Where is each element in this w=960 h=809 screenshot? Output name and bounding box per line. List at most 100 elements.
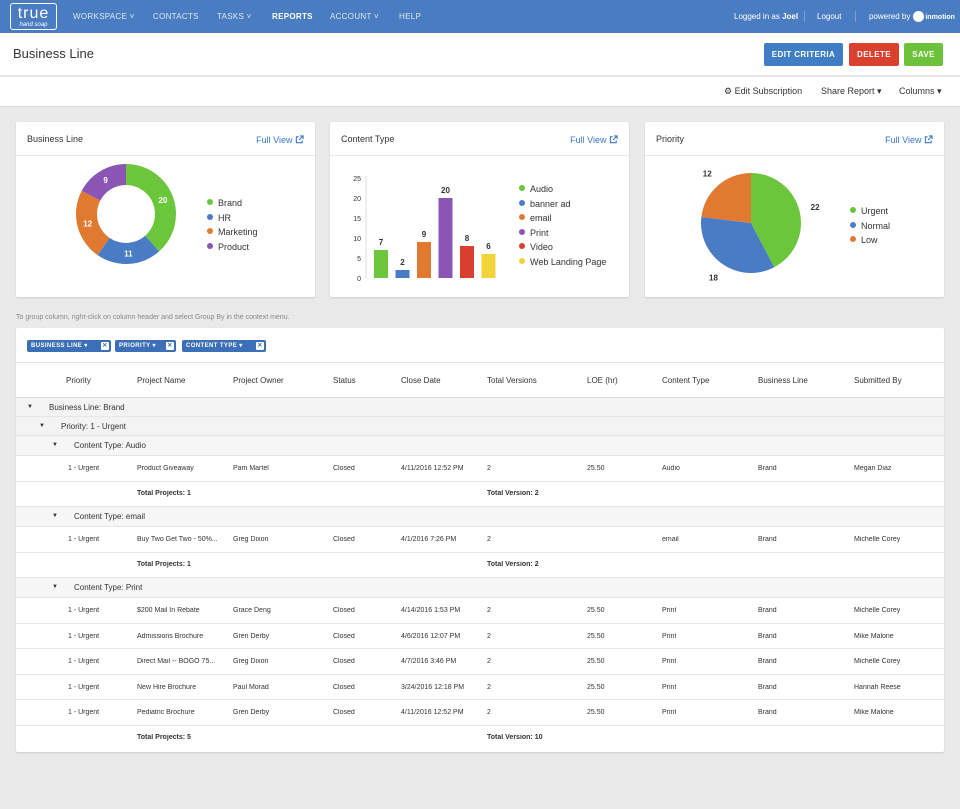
group-label: Priority: 1 - Urgent: [61, 422, 126, 431]
edit-criteria-button[interactable]: EDIT CRITERIA: [764, 43, 843, 66]
caret-down-icon[interactable]: ▼: [27, 404, 33, 410]
group-row-content-type[interactable]: ▼ Content Type: Print: [16, 578, 944, 598]
cell-project-name[interactable]: Admissions Brochure: [137, 632, 204, 640]
bar-audio[interactable]: [374, 250, 388, 278]
column-header-loe[interactable]: LOE (hr): [587, 376, 618, 385]
slice-product[interactable]: [81, 164, 126, 201]
cell-business-line: Brand: [758, 632, 777, 640]
legend-item[interactable]: HR: [207, 211, 258, 226]
cell-project-name[interactable]: Pediatric Brochure: [137, 709, 195, 717]
cell-project-owner: Grace Deng: [233, 607, 271, 614]
legend-item[interactable]: Low: [850, 233, 890, 248]
caret-down-icon[interactable]: ▼: [52, 584, 58, 590]
caret-down-icon[interactable]: ▼: [39, 423, 45, 429]
group-row-business-line[interactable]: ▼ Business Line: Brand: [16, 398, 944, 417]
logout-link[interactable]: Logout: [817, 12, 842, 21]
nav-tasks[interactable]: TASKS ˅: [217, 12, 252, 21]
slice-marketing[interactable]: [76, 190, 110, 256]
slice-urgent[interactable]: [751, 173, 801, 268]
table-row[interactable]: 1 - Urgent New Hire Brochure Paul Morad Clo…: [16, 675, 944, 701]
nav-reports[interactable]: REPORTS: [272, 12, 313, 21]
legend-item[interactable]: Normal: [850, 219, 890, 234]
y-tick-label: 10: [353, 236, 361, 243]
full-view-link[interactable]: Full View: [570, 135, 618, 145]
legend-item[interactable]: Brand: [207, 196, 258, 211]
cell-project-name[interactable]: Direct Mail -- BOGO 75...: [137, 658, 216, 666]
group-row-priority[interactable]: ▼ Priority: 1 - Urgent: [16, 417, 944, 436]
caret-down-icon[interactable]: ▼: [52, 513, 58, 519]
cell-content-type: Print: [662, 683, 677, 691]
close-icon[interactable]: ✕: [166, 342, 174, 350]
slice-low[interactable]: [701, 173, 751, 223]
column-header-submitted-by[interactable]: Submitted By: [854, 376, 902, 385]
bar-email[interactable]: [417, 242, 431, 278]
legend-item[interactable]: Marketing: [207, 225, 258, 240]
bar-print[interactable]: [438, 198, 453, 278]
chip-business-line[interactable]: BUSINESS LINE ▾ ✕: [27, 340, 111, 352]
nav-workspace[interactable]: WORKSPACE ˅: [73, 12, 135, 21]
legend-label: Web Landing Page: [530, 256, 607, 267]
slice-value-label: 22: [811, 203, 820, 212]
legend-item[interactable]: Audio: [519, 182, 606, 197]
legend-label: banner ad: [530, 198, 571, 209]
cell-total-versions: 2: [487, 709, 491, 717]
nav-account[interactable]: ACCOUNT ˅: [330, 12, 380, 21]
bar-video[interactable]: [460, 246, 474, 278]
column-header-project-name[interactable]: Project Name: [137, 376, 186, 385]
logged-in-user[interactable]: Joel: [782, 12, 799, 21]
legend-item[interactable]: banner ad: [519, 197, 606, 212]
slice-hr[interactable]: [97, 235, 160, 264]
close-icon[interactable]: ✕: [101, 342, 109, 350]
column-header-close-date[interactable]: Close Date: [401, 376, 441, 385]
legend-item[interactable]: email: [519, 211, 606, 226]
slice-normal[interactable]: [701, 216, 775, 273]
legend-item[interactable]: Product: [207, 240, 258, 255]
legend-item[interactable]: Web Landing Page: [519, 255, 606, 270]
powered-by: powered by inmotion: [869, 0, 955, 33]
group-row-content-type[interactable]: ▼ Content Type: Audio: [16, 436, 944, 456]
cell-project-name[interactable]: Product Giveaway: [137, 465, 194, 472]
legend-item[interactable]: Video: [519, 240, 606, 255]
table-row[interactable]: 1 - Urgent Buy Two Get Two - 50%... Greg…: [16, 527, 944, 553]
slice-value-label: 12: [83, 219, 92, 228]
table-row[interactable]: 1 - Urgent Admissions Brochure Gren Derby C…: [16, 624, 944, 650]
edit-subscription-link[interactable]: ⚙ Edit Subscription: [724, 86, 802, 97]
full-view-link[interactable]: Full View: [885, 135, 933, 145]
bar-banner-ad[interactable]: [395, 270, 410, 278]
column-header-total-versions[interactable]: Total Versions: [487, 376, 537, 385]
legend-item[interactable]: Print: [519, 226, 606, 241]
nav-help[interactable]: HELP: [399, 12, 422, 21]
table-row[interactable]: 1 - Urgent Direct Mail -- BOGO 75... Greg …: [16, 649, 944, 675]
share-report-dropdown[interactable]: Share Report ▾: [821, 86, 882, 96]
bar-web-landing-page[interactable]: [481, 254, 496, 278]
columns-dropdown[interactable]: Columns ▾: [899, 86, 942, 96]
cell-business-line: Brand: [758, 536, 777, 543]
chip-content-type[interactable]: CONTENT TYPE ▾ ✕: [182, 340, 266, 352]
column-header-business-line[interactable]: Business Line: [758, 376, 808, 385]
cell-close-date: 4/1/2016 7:26 PM: [401, 536, 457, 543]
table-row[interactable]: 1 - Urgent $200 Mail In Rebate Grace Deng C…: [16, 598, 944, 624]
close-icon[interactable]: ✕: [256, 342, 264, 350]
save-button[interactable]: SAVE: [904, 43, 943, 66]
nav-contacts[interactable]: CONTACTS: [153, 12, 199, 21]
chip-priority[interactable]: PRIORITY ▾ ✕: [115, 340, 176, 352]
caret-down-icon[interactable]: ▼: [52, 442, 58, 448]
column-header-project-owner[interactable]: Project Owner: [233, 376, 284, 385]
delete-button[interactable]: DELETE: [849, 43, 899, 66]
cell-project-name[interactable]: Buy Two Get Two - 50%...: [137, 536, 218, 543]
table-row[interactable]: 1 - Urgent Product Giveaway Pam Martel C…: [16, 456, 944, 482]
cell-loe: 25.50: [587, 465, 605, 472]
slice-brand[interactable]: [126, 164, 176, 252]
cell-project-name[interactable]: $200 Mail In Rebate: [137, 607, 200, 614]
column-header-priority[interactable]: Priority: [66, 376, 91, 385]
column-header-status[interactable]: Status: [333, 376, 356, 385]
legend-item[interactable]: Urgent: [850, 204, 890, 219]
app-logo[interactable]: true hand soap: [10, 3, 57, 30]
cell-project-name[interactable]: New Hire Brochure: [137, 683, 197, 691]
legend-label: Video: [530, 242, 553, 253]
column-header-content-type[interactable]: Content Type: [662, 376, 710, 385]
full-view-link[interactable]: Full View: [256, 135, 304, 145]
business-line-donut-chart: 20 11 12 9: [76, 164, 176, 264]
group-row-content-type[interactable]: ▼ Content Type: email: [16, 507, 944, 527]
table-row[interactable]: 1 - Urgent Pediatric Brochure Gren Derby Cl…: [16, 700, 944, 726]
